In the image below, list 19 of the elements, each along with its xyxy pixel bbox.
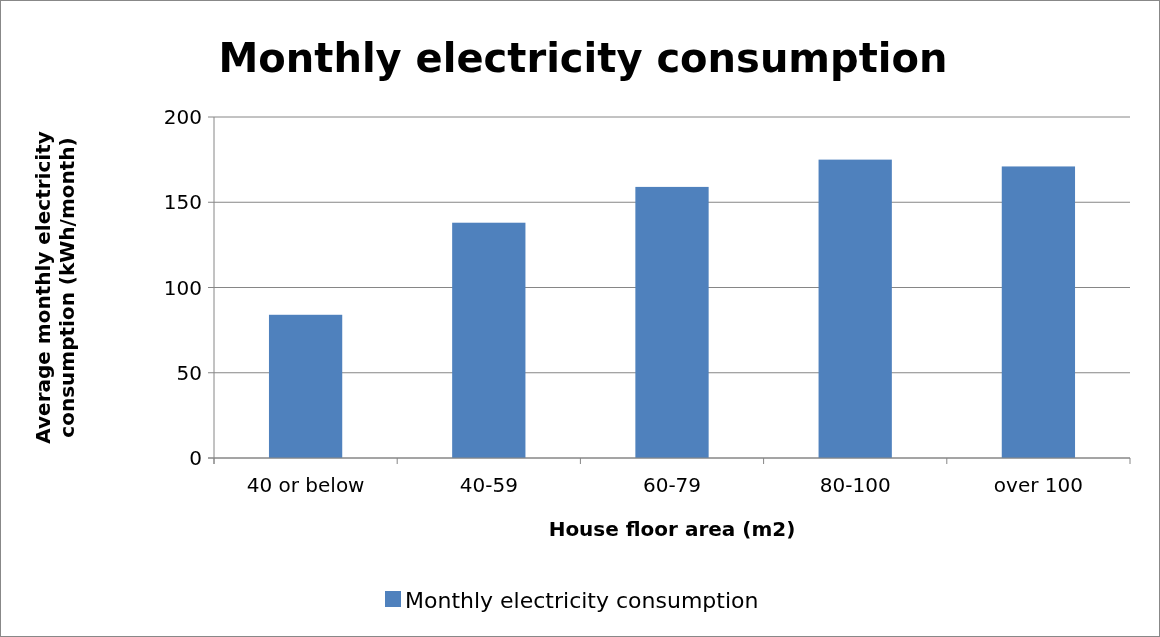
x-axis-title: House floor area (m2) <box>548 517 796 541</box>
y-tick-label: 200 <box>163 105 202 129</box>
y-tick-label: 0 <box>189 446 202 470</box>
x-tick-label: 60-79 <box>642 473 702 497</box>
bar <box>268 314 343 458</box>
bar <box>818 159 892 458</box>
x-tick-label: 80-100 <box>819 473 891 497</box>
y-tick-label: 50 <box>176 360 202 385</box>
y-axis-title: Average monthly electricity consumption (kWh/month) <box>31 131 79 444</box>
bar <box>1001 166 1076 458</box>
y-tick-label: 100 <box>163 275 202 300</box>
y-tick-label: 150 <box>163 190 202 215</box>
chart-title: Monthly electricity consumption <box>218 35 948 81</box>
bar <box>635 186 709 458</box>
x-tick-label: 40-59 <box>459 473 518 497</box>
x-tick-label: 40 or below <box>246 473 365 497</box>
x-tick-label: over 100 <box>993 473 1083 497</box>
legend-label: Monthly electricity consumption <box>405 587 759 613</box>
bar <box>452 222 526 458</box>
